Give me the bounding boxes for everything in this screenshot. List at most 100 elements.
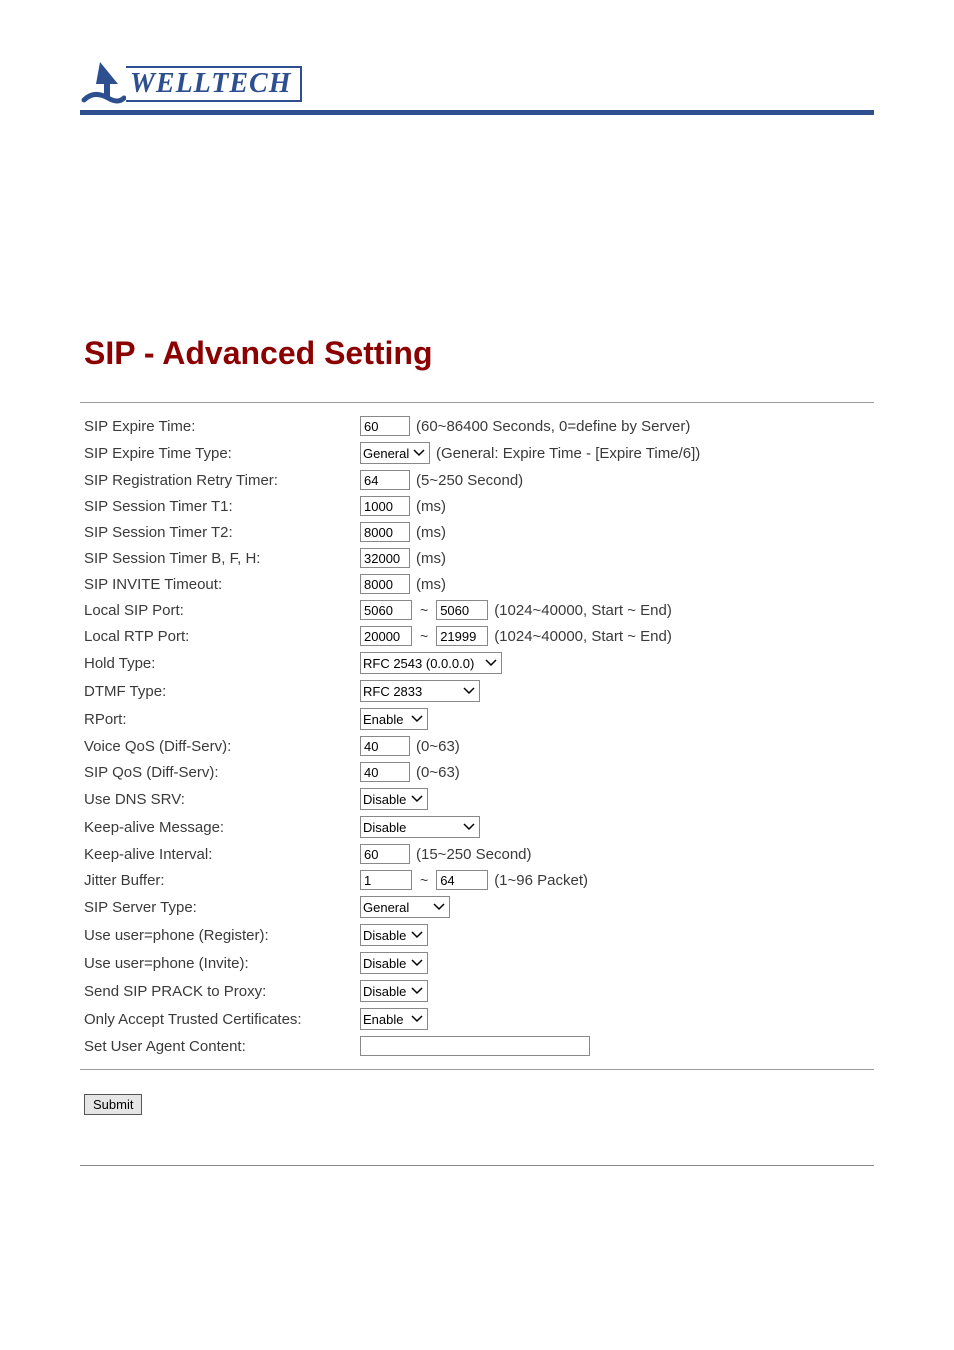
page-title: SIP - Advanced Setting xyxy=(80,335,874,372)
field-control: General xyxy=(360,896,450,918)
form-row: DTMF Type:RFC 2833 xyxy=(80,677,874,705)
footer-divider xyxy=(80,1165,874,1166)
field-label: Local RTP Port: xyxy=(80,628,360,645)
text-input[interactable] xyxy=(436,600,488,620)
text-input[interactable] xyxy=(360,736,410,756)
field-label: Keep-alive Interval: xyxy=(80,846,360,863)
arrow-logo-icon xyxy=(80,60,126,108)
field-hint: (0~63) xyxy=(416,764,460,781)
select-input[interactable]: Disable xyxy=(360,788,428,810)
text-input[interactable] xyxy=(360,844,410,864)
brand-name: WELLTECH xyxy=(126,66,302,102)
select-input[interactable]: Disable xyxy=(360,816,480,838)
form-row: SIP Session Timer T2: (ms) xyxy=(80,519,874,545)
text-input[interactable] xyxy=(360,496,410,516)
field-hint: (15~250 Second) xyxy=(416,846,532,863)
field-label: Voice QoS (Diff-Serv): xyxy=(80,738,360,755)
field-label: Send SIP PRACK to Proxy: xyxy=(80,983,360,1000)
form-row: SIP Session Timer B, F, H:(ms) xyxy=(80,545,874,571)
field-label: Use DNS SRV: xyxy=(80,791,360,808)
sip-advanced-form: SIP Expire Time: (60~86400 Seconds, 0=def… xyxy=(80,402,874,1070)
field-hint: (60~86400 Seconds, 0=define by Server) xyxy=(416,418,690,435)
field-label: Local SIP Port: xyxy=(80,602,360,619)
field-label: SIP Server Type: xyxy=(80,899,360,916)
field-control: (ms) xyxy=(360,496,446,516)
field-control: Disable xyxy=(360,952,428,974)
field-hint: (1~96 Packet) xyxy=(494,872,588,889)
field-control xyxy=(360,1036,590,1056)
brand-logo: WELLTECH xyxy=(80,60,302,108)
form-row: Only Accept Trusted Certificates:Enable xyxy=(80,1005,874,1033)
form-row: Voice QoS (Diff-Serv):(0~63) xyxy=(80,733,874,759)
field-control: (ms) xyxy=(360,574,446,594)
form-row: Jitter Buffer:~(1~96 Packet) xyxy=(80,867,874,893)
field-hint: (General: Expire Time - [Expire Time/6]) xyxy=(436,445,700,462)
field-label: Hold Type: xyxy=(80,655,360,672)
field-label: Use user=phone (Register): xyxy=(80,927,360,944)
text-input[interactable] xyxy=(360,600,412,620)
field-label: SIP Expire Time Type: xyxy=(80,445,360,462)
text-input[interactable] xyxy=(360,470,410,490)
form-row: SIP Expire Time: (60~86400 Seconds, 0=def… xyxy=(80,413,874,439)
select-input[interactable]: Disable xyxy=(360,980,428,1002)
field-control: (60~86400 Seconds, 0=define by Server) xyxy=(360,416,690,436)
form-row: SIP Session Timer T1:(ms) xyxy=(80,493,874,519)
form-row: Local RTP Port:~(1024~40000, Start ~ End… xyxy=(80,623,874,649)
form-row: Use user=phone (Invite):Disable xyxy=(80,949,874,977)
select-input[interactable]: General xyxy=(360,896,450,918)
submit-button[interactable]: Submit xyxy=(84,1094,142,1115)
field-label: SIP Session Timer T2: xyxy=(80,524,360,541)
text-input[interactable] xyxy=(360,416,410,436)
field-control: (15~250 Second) xyxy=(360,844,532,864)
text-input[interactable] xyxy=(360,762,410,782)
form-row: SIP Registration Retry Timer: (5~250 Seco… xyxy=(80,467,874,493)
field-control: ~(1024~40000, Start ~ End) xyxy=(360,600,672,620)
field-label: Only Accept Trusted Certificates: xyxy=(80,1011,360,1028)
field-label: SIP Registration Retry Timer: xyxy=(80,472,360,489)
text-input[interactable] xyxy=(360,574,410,594)
field-control: ~(1024~40000, Start ~ End) xyxy=(360,626,672,646)
field-hint: (5~250 Second) xyxy=(416,472,523,489)
text-input[interactable] xyxy=(436,870,488,890)
text-input[interactable] xyxy=(360,548,410,568)
select-input[interactable]: Enable xyxy=(360,708,428,730)
select-input[interactable]: Disable xyxy=(360,924,428,946)
field-label: Use user=phone (Invite): xyxy=(80,955,360,972)
field-control: (ms) xyxy=(360,522,446,542)
field-control: (0~63) xyxy=(360,762,460,782)
form-row: Use user=phone (Register):Disable xyxy=(80,921,874,949)
field-control: ~(1~96 Packet) xyxy=(360,870,588,890)
field-control: Enable xyxy=(360,708,428,730)
range-separator: ~ xyxy=(418,628,430,644)
field-label: SIP INVITE Timeout: xyxy=(80,576,360,593)
field-control: (0~63) xyxy=(360,736,460,756)
select-input[interactable]: General xyxy=(360,442,430,464)
field-hint: (1024~40000, Start ~ End) xyxy=(494,602,672,619)
header-bar: WELLTECH xyxy=(80,60,874,115)
form-row: Keep-alive Interval: (15~250 Second) xyxy=(80,841,874,867)
text-input[interactable] xyxy=(436,626,488,646)
field-hint: (ms) xyxy=(416,524,446,541)
field-label: SIP Session Timer B, F, H: xyxy=(80,550,360,567)
field-control: General (General: Expire Time - [Expire T… xyxy=(360,442,700,464)
select-input[interactable]: Enable xyxy=(360,1008,428,1030)
text-input[interactable] xyxy=(360,1036,590,1056)
text-input[interactable] xyxy=(360,522,410,542)
form-row: SIP INVITE Timeout:(ms) xyxy=(80,571,874,597)
select-input[interactable]: RFC 2543 (0.0.0.0) xyxy=(360,652,502,674)
form-row: RPort:Enable xyxy=(80,705,874,733)
select-input[interactable]: Disable xyxy=(360,952,428,974)
select-input[interactable]: RFC 2833 xyxy=(360,680,480,702)
field-label: SIP Expire Time: xyxy=(80,418,360,435)
form-row: Send SIP PRACK to Proxy:Disable xyxy=(80,977,874,1005)
field-label: Keep-alive Message: xyxy=(80,819,360,836)
field-hint: (ms) xyxy=(416,498,446,515)
field-label: DTMF Type: xyxy=(80,683,360,700)
form-row: Local SIP Port:~(1024~40000, Start ~ End… xyxy=(80,597,874,623)
field-control: Enable xyxy=(360,1008,428,1030)
text-input[interactable] xyxy=(360,870,412,890)
field-control: Disable xyxy=(360,788,428,810)
field-control: (5~250 Second) xyxy=(360,470,523,490)
field-control: (ms) xyxy=(360,548,446,568)
text-input[interactable] xyxy=(360,626,412,646)
